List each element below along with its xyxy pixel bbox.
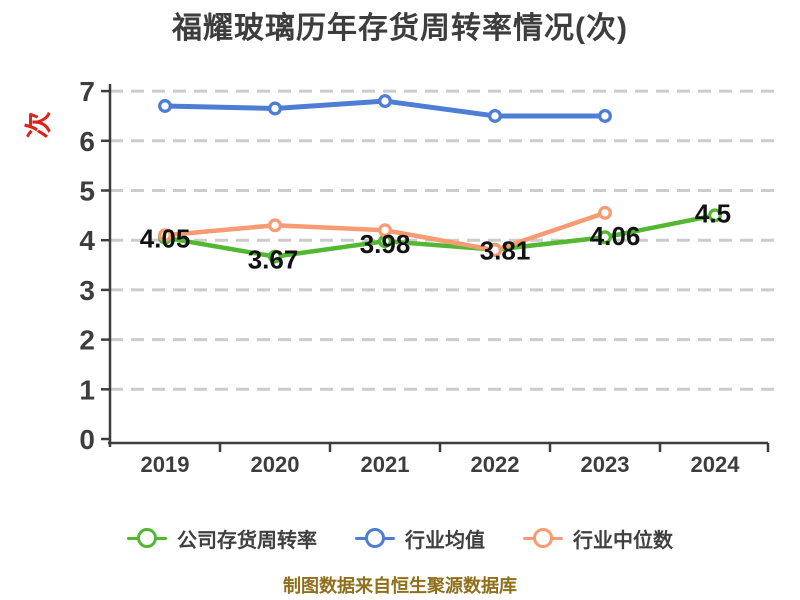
chart-title: 福耀玻璃历年存货周转率情况(次): [172, 12, 628, 45]
legend-marker-orange-icon: [523, 527, 563, 549]
data-point-2-2023: [598, 205, 612, 220]
legend-item-industry-median[interactable]: 行业中位数: [523, 524, 673, 553]
x-tick-label: 2020: [251, 452, 300, 477]
y-tick-label: 6: [79, 126, 95, 157]
data-point-2-2021: [378, 223, 392, 238]
y-tick-label: 4: [79, 225, 95, 256]
legend-label: 公司存货周转率: [177, 529, 317, 552]
data-point-0-2020: [268, 249, 282, 264]
data-point-0-2024: [708, 208, 722, 223]
data-label-2023: 4.06: [590, 221, 641, 251]
x-tick-label: 2021: [361, 452, 410, 477]
legend-marker-green-icon: [127, 527, 167, 549]
x-tick-label: 2019: [141, 452, 190, 477]
data-label-2020: 3.67: [248, 245, 299, 275]
y-tick-label: 5: [79, 176, 95, 207]
legend-item-industry-average[interactable]: 行业均值: [355, 524, 485, 553]
plot-area: 0 1 2 3 4 5 6 7 2019 2020 2021 2022 2023 2024 4.05 3.67…: [79, 76, 778, 477]
data-point-2-2019: [158, 228, 172, 243]
data-point-1-2019: [158, 99, 172, 113]
data-label-2019: 4.05: [140, 224, 191, 254]
data-point-0-2023: [598, 230, 612, 245]
y-tick-label: 0: [79, 424, 95, 455]
data-label-2021: 3.98: [360, 229, 411, 259]
data-point-2-2020: [268, 218, 282, 233]
data-point-1-2023: [598, 108, 612, 123]
series-line-0: [162, 213, 718, 259]
x-tick-label: 2023: [581, 452, 630, 477]
x-tick-label: 2022: [471, 452, 520, 477]
y-tick-label: 7: [79, 76, 95, 107]
data-point-1-2022: [488, 108, 502, 123]
legend-label: 行业中位数: [573, 529, 673, 552]
data-point-1-2021: [378, 94, 392, 108]
legend-label: 行业均值: [405, 529, 485, 552]
legend: 公司存货周转率 行业均值 行业中位数: [0, 516, 800, 560]
data-point-2-2022: [488, 243, 502, 258]
data-label-2024: 4.5: [695, 198, 731, 228]
legend-item-company-turnover[interactable]: 公司存货周转率: [127, 524, 317, 553]
y-tick-label: 2: [79, 325, 95, 356]
data-point-1-2020: [268, 101, 282, 116]
footer-note: 制图数据来自恒生聚源数据库: [283, 576, 517, 596]
data-label-2022: 3.81: [480, 236, 531, 266]
y-tick-label: 3: [79, 275, 95, 306]
x-tick-label: 2024: [691, 452, 741, 477]
y-tick-label: 1: [79, 374, 95, 405]
legend-marker-blue-icon: [355, 527, 395, 549]
